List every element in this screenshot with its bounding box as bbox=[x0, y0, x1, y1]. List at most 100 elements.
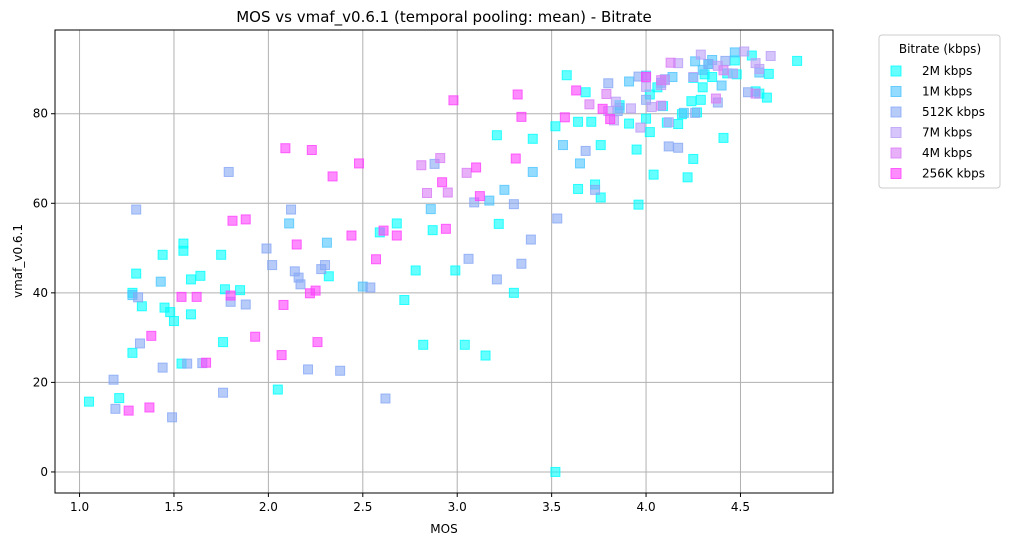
data-point bbox=[280, 143, 291, 154]
data-point bbox=[603, 78, 614, 89]
data-point bbox=[227, 215, 238, 226]
data-point bbox=[144, 402, 155, 413]
data-point bbox=[240, 214, 251, 225]
data-point bbox=[624, 76, 635, 87]
data-point bbox=[191, 291, 202, 302]
data-point bbox=[284, 218, 295, 229]
data-point bbox=[499, 184, 510, 195]
data-point bbox=[306, 145, 317, 156]
data-point bbox=[450, 265, 461, 276]
data-point bbox=[448, 95, 459, 106]
data-point bbox=[641, 81, 652, 92]
legend-title: Bitrate (kbps) bbox=[899, 42, 981, 56]
data-point bbox=[631, 144, 642, 155]
data-point bbox=[110, 403, 121, 414]
data-point bbox=[429, 158, 440, 169]
data-point bbox=[240, 299, 251, 310]
data-point bbox=[765, 50, 776, 61]
data-point bbox=[641, 94, 652, 105]
data-point bbox=[323, 271, 334, 282]
data-point bbox=[157, 362, 168, 373]
x-tick-label: 4.0 bbox=[637, 500, 656, 514]
data-point bbox=[729, 47, 740, 58]
legend-frame bbox=[878, 34, 1001, 189]
legend: Bitrate (kbps) 2M kbps 1M kbps 512K kbps 7M… bbox=[878, 34, 1001, 189]
data-point bbox=[641, 113, 652, 124]
data-point bbox=[83, 396, 94, 407]
data-point bbox=[218, 387, 229, 398]
data-point bbox=[491, 274, 502, 285]
data-point bbox=[641, 72, 652, 83]
data-point bbox=[327, 171, 338, 182]
data-point bbox=[644, 127, 655, 138]
y-axis-label: vmaf_v0.6.1 bbox=[11, 224, 25, 298]
data-point bbox=[665, 57, 676, 68]
data-point bbox=[527, 166, 538, 177]
data-point bbox=[610, 96, 621, 107]
data-point bbox=[559, 112, 570, 123]
data-point bbox=[510, 153, 521, 164]
data-point bbox=[710, 93, 721, 104]
data-point bbox=[267, 260, 278, 271]
data-point bbox=[573, 183, 584, 194]
data-point bbox=[410, 265, 421, 276]
data-point bbox=[295, 279, 306, 290]
data-point bbox=[391, 218, 402, 229]
data-point bbox=[574, 158, 585, 169]
data-point bbox=[469, 197, 480, 208]
legend-marker bbox=[890, 147, 902, 159]
data-point bbox=[718, 132, 729, 143]
data-point bbox=[303, 364, 314, 375]
x-tick-label: 2.0 bbox=[259, 500, 278, 514]
data-point bbox=[601, 89, 612, 100]
data-point bbox=[425, 204, 436, 215]
data-point bbox=[493, 218, 504, 229]
data-point bbox=[422, 187, 433, 198]
data-point bbox=[633, 199, 644, 210]
data-point bbox=[688, 153, 699, 164]
legend-entry-label: 7M kbps bbox=[922, 126, 972, 140]
data-point bbox=[114, 393, 125, 404]
data-point bbox=[597, 103, 608, 114]
data-point bbox=[416, 160, 427, 171]
data-point bbox=[185, 309, 196, 320]
data-point bbox=[391, 230, 402, 241]
data-point bbox=[580, 87, 591, 98]
data-point bbox=[624, 118, 635, 129]
legend-items: 2M kbps 1M kbps 512K kbps 7M kbps 4M kbps 256… bbox=[890, 64, 985, 181]
data-point bbox=[690, 56, 701, 67]
data-point bbox=[216, 249, 227, 260]
data-point bbox=[580, 145, 591, 156]
data-point bbox=[157, 249, 168, 260]
x-tick-label: 4.5 bbox=[731, 500, 750, 514]
data-point bbox=[185, 274, 196, 285]
data-point bbox=[525, 234, 536, 245]
data-point bbox=[182, 358, 193, 369]
x-tick-label: 2.5 bbox=[353, 500, 372, 514]
data-point bbox=[201, 357, 212, 368]
data-point bbox=[697, 82, 708, 93]
data-point bbox=[195, 270, 206, 281]
data-point bbox=[418, 339, 429, 350]
data-point bbox=[707, 72, 718, 83]
data-point bbox=[437, 177, 448, 188]
legend-entry-label: 256K kbps bbox=[922, 167, 985, 181]
data-point bbox=[716, 80, 727, 91]
data-point bbox=[561, 70, 572, 81]
data-point bbox=[167, 412, 178, 423]
chart-title: MOS vs vmaf_v0.6.1 (temporal pooling: me… bbox=[236, 8, 652, 27]
legend-marker bbox=[890, 127, 902, 138]
data-point bbox=[656, 100, 667, 111]
data-point bbox=[223, 166, 234, 177]
data-point bbox=[584, 99, 595, 110]
data-point bbox=[136, 301, 147, 312]
data-point bbox=[703, 59, 714, 70]
data-point bbox=[480, 350, 491, 361]
data-point bbox=[365, 282, 376, 293]
data-point bbox=[131, 268, 142, 279]
data-point bbox=[508, 287, 519, 298]
data-point bbox=[320, 260, 331, 271]
data-point bbox=[718, 65, 729, 76]
data-point bbox=[335, 365, 346, 376]
